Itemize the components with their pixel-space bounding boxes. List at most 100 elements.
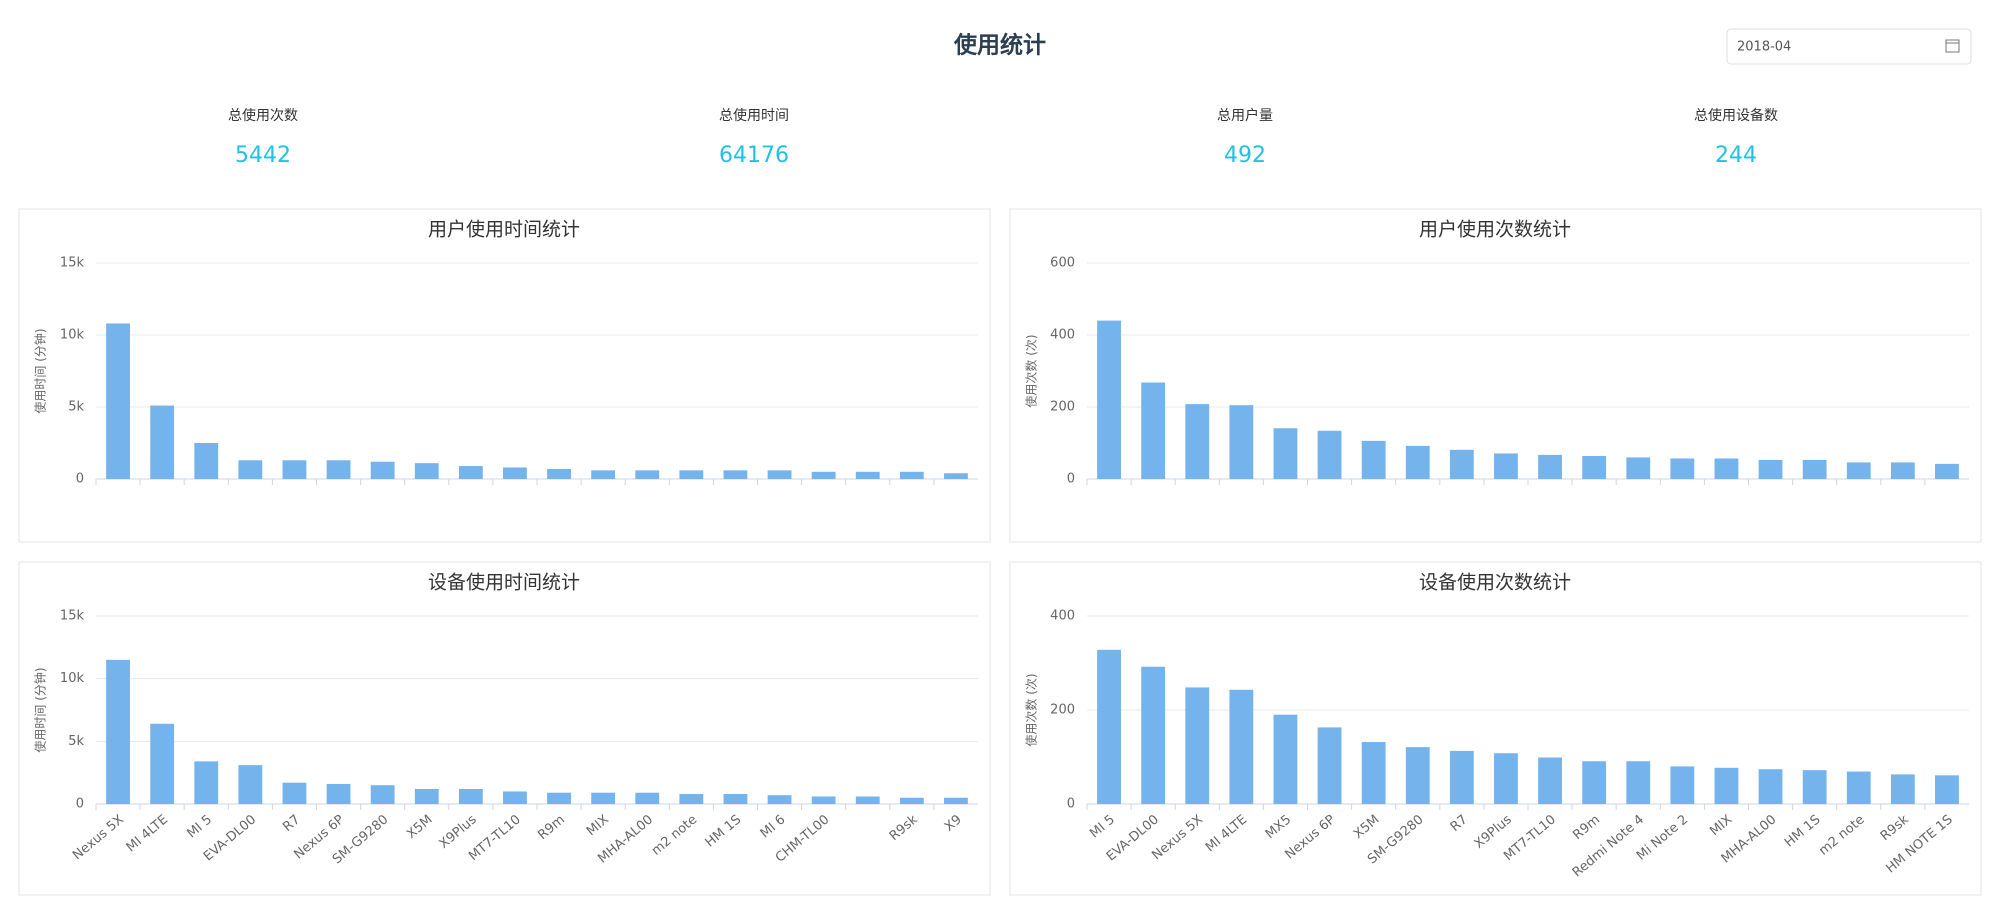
panel (18, 208, 991, 543)
y-axis-label: 使用次数 (次) (1024, 673, 1039, 746)
y-tick-label: 10k (60, 671, 85, 686)
bar (282, 782, 307, 804)
bar (1582, 761, 1607, 804)
chart-title: 设备使用次数统计 (1419, 572, 1571, 594)
bar (194, 761, 219, 804)
chart-title: 设备使用时间统计 (428, 572, 580, 594)
bar (899, 471, 924, 479)
bar (1802, 459, 1827, 479)
bar (150, 723, 175, 804)
bar (1670, 766, 1695, 804)
panel (18, 561, 991, 896)
bar (1273, 428, 1298, 479)
bar (1890, 462, 1915, 479)
bar (458, 788, 483, 804)
bar (503, 467, 527, 479)
y-tick-label: 10k (60, 328, 85, 343)
bar (1758, 769, 1783, 804)
bar (1890, 774, 1915, 804)
bar (1361, 741, 1386, 804)
bar (811, 796, 836, 804)
y-tick-label: 5k (68, 400, 84, 415)
bar (855, 471, 880, 479)
bar (414, 463, 439, 479)
bar (1449, 750, 1474, 804)
bar (767, 470, 792, 479)
y-tick-label: 0 (1067, 472, 1075, 487)
bar (414, 788, 439, 804)
y-tick-label: 200 (1050, 703, 1075, 718)
y-tick-label: 15k (60, 609, 85, 624)
page-title: 使用统计 (953, 32, 1046, 59)
bar (1361, 440, 1386, 479)
bar (1229, 405, 1254, 479)
y-tick-label: 5k (68, 734, 84, 749)
stat-label: 总使用设备数 (1694, 107, 1778, 124)
y-tick-label: 0 (76, 472, 84, 487)
y-axis-label: 使用次数 (次) (1024, 334, 1039, 407)
bar (1758, 459, 1783, 479)
y-tick-label: 400 (1050, 328, 1075, 343)
bar (458, 466, 483, 479)
bar (1097, 649, 1121, 804)
bar (370, 461, 395, 479)
bar (1538, 757, 1562, 804)
bar (723, 793, 748, 804)
bar (1626, 457, 1651, 479)
y-axis-label: 使用时间 (分钟) (33, 667, 48, 752)
bar (1229, 689, 1254, 804)
stat-value: 492 (1224, 143, 1266, 168)
bar (1317, 727, 1342, 804)
stat-value: 64176 (719, 143, 789, 168)
bar (944, 797, 968, 804)
stat-value: 5442 (235, 143, 291, 168)
bar (1538, 454, 1562, 479)
chart-title: 用户使用次数统计 (1419, 219, 1571, 241)
bar (944, 473, 968, 479)
bar (326, 460, 351, 479)
y-tick-label: 400 (1050, 609, 1075, 624)
bar (1582, 455, 1607, 479)
bar (1670, 458, 1695, 479)
bar (591, 470, 616, 479)
bar (503, 791, 527, 804)
bar (326, 783, 351, 804)
panel (1009, 208, 1982, 543)
bar (106, 659, 130, 804)
bar (767, 795, 792, 804)
bar (1494, 753, 1518, 804)
y-tick-label: 0 (1067, 797, 1075, 812)
stat-value: 244 (1715, 143, 1757, 168)
bar (1846, 771, 1871, 804)
stat-label: 总使用时间 (719, 107, 789, 124)
bar (1714, 767, 1739, 804)
bar (1141, 666, 1166, 804)
bar (1626, 761, 1651, 804)
bar (547, 468, 571, 479)
bar (282, 460, 307, 479)
bar (106, 323, 130, 479)
bar (635, 470, 660, 479)
bar (150, 405, 175, 479)
panel (1009, 561, 1982, 896)
bar (370, 785, 395, 804)
calendar-icon (1945, 39, 1960, 53)
bar (1185, 687, 1210, 804)
bar (811, 471, 836, 479)
bar (855, 796, 880, 804)
bar (679, 793, 704, 804)
bar (1405, 445, 1430, 479)
bar (1714, 458, 1739, 479)
bar (1935, 463, 1959, 479)
date-picker[interactable] (1726, 28, 1972, 65)
y-tick-label: 200 (1050, 400, 1075, 415)
stat-label: 总用户量 (1217, 107, 1273, 124)
y-axis-label: 使用时间 (分钟) (33, 328, 48, 413)
bar (1097, 320, 1121, 479)
bar (1185, 404, 1210, 479)
bar (1802, 770, 1827, 804)
chart-title: 用户使用时间统计 (428, 219, 580, 241)
bar (1317, 430, 1342, 479)
